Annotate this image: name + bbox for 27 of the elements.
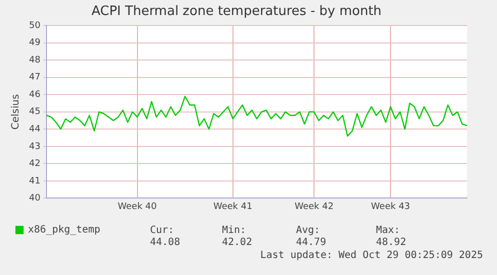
- y-tick-label: 40: [29, 194, 41, 204]
- y-tick-label: 42: [29, 159, 40, 170]
- y-tick-label: 46: [29, 90, 41, 100]
- x-tick-label: Week 42: [294, 202, 334, 212]
- text: 42.02: [222, 237, 252, 248]
- text: 48.92: [376, 237, 406, 248]
- chart-title: ACPI Thermal zone temperatures - by month: [91, 4, 382, 20]
- text: 44.79: [296, 237, 326, 248]
- text: Cur:: [150, 225, 174, 236]
- y-tick-label: 45: [29, 107, 40, 118]
- legend-label: x86_pkg_temp: [28, 224, 100, 236]
- text: 44.08: [150, 237, 180, 248]
- text: Last update: Wed Oct 29 00:25:09 2025: [260, 250, 483, 261]
- y-tick-label: 43: [29, 142, 40, 152]
- text: Max:: [376, 225, 400, 236]
- y-tick-label: 47: [29, 72, 40, 83]
- y-tick-label: 41: [29, 176, 40, 186]
- y-tick-label: 48: [29, 55, 41, 66]
- x-tick-label: Week 43: [371, 202, 410, 212]
- x-tick-label: Week 41: [213, 202, 252, 212]
- x-tick-label: Week 40: [118, 202, 158, 212]
- y-tick-label: 44: [29, 124, 41, 135]
- y-axis-title: Celsius: [10, 94, 22, 130]
- y-tick-label: 49: [29, 38, 41, 48]
- text: Min:: [222, 225, 246, 236]
- y-tick-label: 50: [29, 20, 41, 31]
- text: Avg:: [296, 225, 320, 236]
